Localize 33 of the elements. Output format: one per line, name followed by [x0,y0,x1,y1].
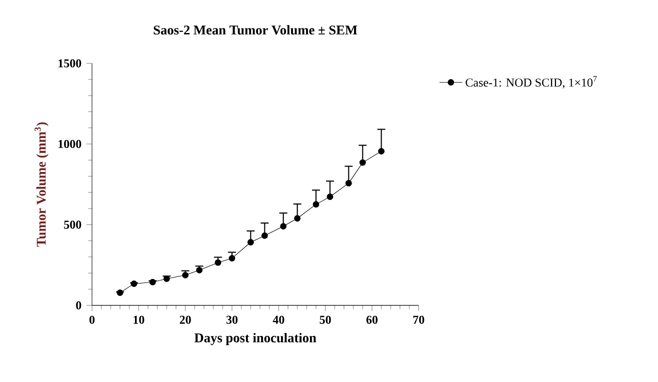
y-tick-label: 0 [76,301,82,310]
chart-title: Saos-2 Mean Tumor Volume ± SEM [154,25,358,35]
point [163,276,170,282]
point [326,194,334,200]
point [149,278,156,286]
point [182,272,189,278]
point [228,255,236,262]
point [214,259,222,266]
x-tick-label: 0 [89,316,95,324]
point [359,159,366,166]
y-tick-label: 1500 [58,59,82,68]
point [378,148,385,154]
point [280,223,287,230]
y-tick-label: 500 [64,220,82,229]
point [116,290,124,296]
y-axis-title: Tumor Volume (mm$^{3}$) [34,122,48,247]
x-tick-label: 30 [226,316,238,324]
x-tick-label: 10 [134,316,144,324]
point [294,215,301,222]
x-axis-title: Days post inoculation [194,332,316,346]
point [130,280,138,287]
legend-label: Case-1: NOD SCID, 1×10$^{7}$ [466,76,597,88]
point [312,201,320,208]
point [345,180,352,186]
y-tick-label: 1000 [58,140,82,148]
point [196,266,203,274]
point [261,232,268,239]
x-tick-label: 60 [366,316,378,324]
x-tick-label: 50 [320,316,331,324]
x-tick-label: 40 [272,316,284,324]
x-tick-label: 70 [413,316,424,324]
point [247,239,254,246]
x-tick-label: 20 [180,316,191,324]
